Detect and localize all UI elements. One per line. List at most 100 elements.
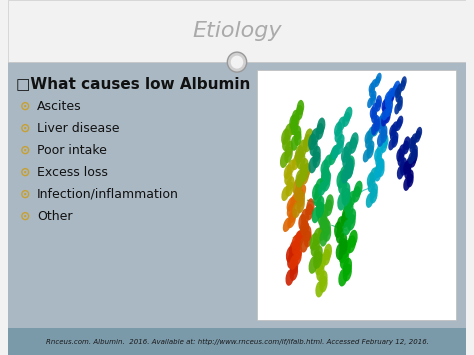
Ellipse shape: [323, 171, 331, 186]
Ellipse shape: [345, 202, 354, 219]
Ellipse shape: [367, 172, 375, 187]
Ellipse shape: [318, 181, 326, 196]
Ellipse shape: [387, 88, 394, 100]
Ellipse shape: [341, 211, 349, 228]
Ellipse shape: [391, 84, 398, 97]
Ellipse shape: [315, 178, 324, 195]
Ellipse shape: [374, 76, 380, 87]
Ellipse shape: [341, 146, 349, 163]
Ellipse shape: [336, 227, 344, 244]
Ellipse shape: [284, 123, 293, 140]
Ellipse shape: [328, 150, 337, 165]
Ellipse shape: [323, 225, 331, 242]
Ellipse shape: [334, 222, 342, 238]
Ellipse shape: [322, 177, 330, 192]
Ellipse shape: [416, 127, 422, 139]
Ellipse shape: [308, 133, 317, 150]
Ellipse shape: [313, 190, 322, 206]
Ellipse shape: [338, 268, 347, 286]
Ellipse shape: [288, 208, 297, 223]
Ellipse shape: [345, 158, 354, 174]
Ellipse shape: [291, 120, 298, 135]
Ellipse shape: [411, 145, 418, 157]
Ellipse shape: [374, 119, 381, 132]
Ellipse shape: [346, 155, 355, 174]
Ellipse shape: [290, 258, 298, 275]
Ellipse shape: [411, 149, 418, 161]
Ellipse shape: [294, 125, 301, 141]
Ellipse shape: [384, 91, 392, 103]
Ellipse shape: [343, 258, 352, 276]
Ellipse shape: [370, 94, 376, 105]
Ellipse shape: [285, 269, 294, 286]
Ellipse shape: [339, 165, 348, 184]
Ellipse shape: [324, 199, 333, 216]
Ellipse shape: [384, 96, 390, 108]
Ellipse shape: [295, 189, 304, 204]
Ellipse shape: [403, 161, 410, 175]
Ellipse shape: [296, 152, 305, 169]
Ellipse shape: [289, 115, 297, 130]
Ellipse shape: [296, 173, 304, 190]
Circle shape: [24, 171, 27, 173]
Ellipse shape: [369, 82, 374, 93]
Ellipse shape: [404, 165, 411, 179]
Ellipse shape: [317, 118, 325, 134]
Ellipse shape: [309, 157, 317, 173]
Ellipse shape: [290, 264, 298, 281]
Ellipse shape: [397, 116, 403, 128]
Ellipse shape: [397, 100, 403, 111]
Ellipse shape: [405, 157, 412, 171]
Ellipse shape: [287, 159, 295, 175]
Ellipse shape: [310, 233, 319, 251]
Ellipse shape: [342, 240, 351, 258]
Ellipse shape: [368, 178, 375, 192]
Ellipse shape: [292, 202, 301, 218]
Ellipse shape: [296, 105, 303, 120]
Ellipse shape: [295, 145, 304, 163]
Ellipse shape: [378, 158, 384, 172]
Ellipse shape: [397, 96, 403, 107]
Ellipse shape: [365, 130, 372, 144]
Ellipse shape: [381, 125, 387, 139]
Ellipse shape: [396, 148, 403, 162]
Ellipse shape: [338, 176, 347, 194]
Ellipse shape: [303, 134, 312, 152]
Ellipse shape: [376, 73, 382, 84]
Ellipse shape: [384, 104, 392, 118]
Ellipse shape: [292, 235, 300, 250]
Ellipse shape: [301, 209, 309, 225]
Ellipse shape: [336, 243, 344, 260]
Ellipse shape: [300, 219, 308, 236]
Ellipse shape: [300, 158, 309, 176]
Ellipse shape: [345, 163, 354, 179]
Ellipse shape: [397, 83, 402, 95]
Ellipse shape: [299, 226, 307, 241]
Ellipse shape: [342, 206, 350, 223]
Ellipse shape: [300, 164, 309, 182]
Ellipse shape: [316, 264, 325, 281]
Ellipse shape: [337, 116, 346, 132]
Ellipse shape: [309, 256, 318, 274]
Text: Poor intake: Poor intake: [37, 144, 107, 157]
Ellipse shape: [318, 223, 328, 241]
Ellipse shape: [298, 214, 307, 231]
Ellipse shape: [392, 132, 399, 144]
Ellipse shape: [377, 116, 384, 130]
Ellipse shape: [374, 148, 381, 162]
Ellipse shape: [287, 202, 295, 217]
Ellipse shape: [284, 147, 293, 163]
Ellipse shape: [343, 263, 352, 282]
Ellipse shape: [301, 222, 309, 237]
Ellipse shape: [372, 123, 379, 137]
Ellipse shape: [292, 110, 299, 125]
Ellipse shape: [331, 144, 339, 159]
Ellipse shape: [297, 191, 305, 207]
Ellipse shape: [374, 119, 380, 132]
Ellipse shape: [408, 152, 415, 164]
Ellipse shape: [294, 150, 302, 165]
Ellipse shape: [315, 259, 323, 275]
Bar: [257, 70, 456, 320]
Ellipse shape: [321, 165, 329, 180]
Ellipse shape: [339, 238, 347, 255]
